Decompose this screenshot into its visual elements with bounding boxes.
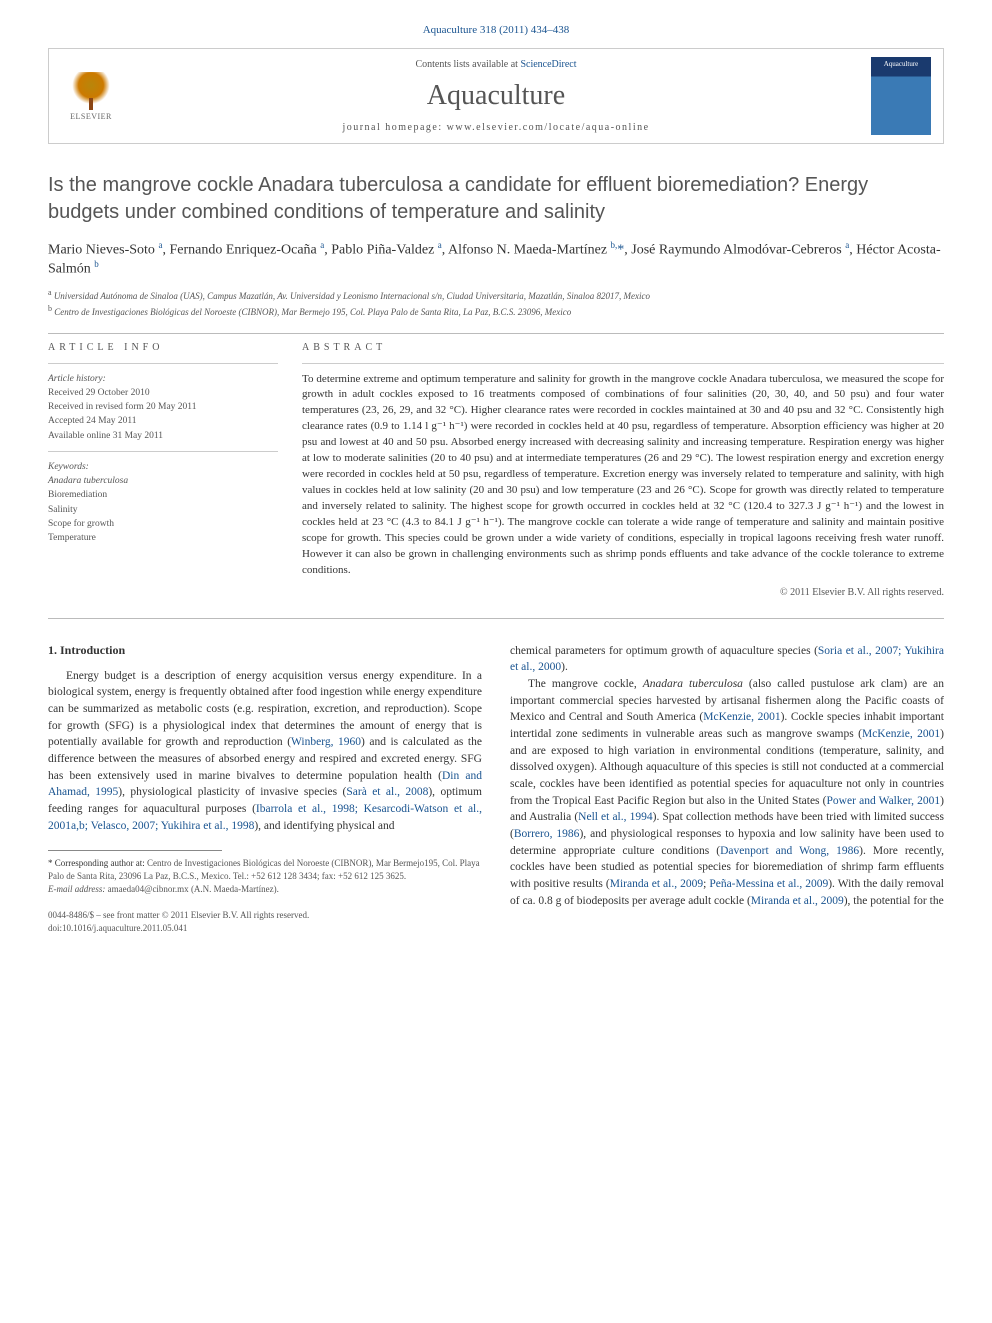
article-title: Is the mangrove cockle Anadara tuberculo… bbox=[48, 172, 944, 226]
keywords-label: Keywords: bbox=[48, 460, 278, 474]
keyword: Scope for growth bbox=[48, 517, 278, 531]
intro-paragraph-2: chemical parameters for optimum growth o… bbox=[510, 643, 944, 910]
footnote-asterisk: * Corresponding author at: bbox=[48, 858, 145, 868]
email-value[interactable]: amaeda04@cibnor.mx bbox=[105, 884, 188, 894]
footer-meta: 0044-8486/$ – see front matter © 2011 El… bbox=[48, 909, 482, 934]
abstract-divider bbox=[302, 363, 944, 364]
info-divider bbox=[48, 451, 278, 452]
divider bbox=[48, 618, 944, 619]
history-online: Available online 31 May 2011 bbox=[48, 429, 278, 443]
abstract-text: To determine extreme and optimum tempera… bbox=[302, 372, 944, 579]
contents-prefix: Contents lists available at bbox=[415, 59, 520, 70]
abstract-label: ABSTRACT bbox=[302, 342, 944, 353]
homepage-prefix: journal homepage: bbox=[342, 122, 446, 133]
keyword: Anadara tuberculosa bbox=[48, 474, 278, 488]
history-received: Received 29 October 2010 bbox=[48, 386, 278, 400]
affiliation-b: b Centro de Investigaciones Biológicas d… bbox=[48, 303, 944, 319]
history-label: Article history: bbox=[48, 372, 278, 386]
journal-reference: Aquaculture 318 (2011) 434–438 bbox=[48, 24, 944, 36]
info-abstract-row: ARTICLE INFO Article history: Received 2… bbox=[48, 342, 944, 598]
keyword: Salinity bbox=[48, 503, 278, 517]
divider bbox=[48, 333, 944, 334]
abstract-copyright: © 2011 Elsevier B.V. All rights reserved… bbox=[302, 587, 944, 598]
body-col-right: chemical parameters for optimum growth o… bbox=[510, 643, 944, 935]
footer-doi: doi:10.1016/j.aquaculture.2011.05.041 bbox=[48, 922, 482, 935]
footnote-rule bbox=[48, 850, 222, 851]
keyword: Temperature bbox=[48, 531, 278, 545]
intro-paragraph-1: Energy budget is a description of energy… bbox=[48, 668, 482, 835]
email-footnote: E-mail address: amaeda04@cibnor.mx (A.N.… bbox=[48, 883, 482, 896]
elsevier-logo: ELSEVIER bbox=[61, 66, 121, 126]
keyword: Bioremediation bbox=[48, 488, 278, 502]
article-info-column: ARTICLE INFO Article history: Received 2… bbox=[48, 342, 278, 598]
authors-list: Mario Nieves-Soto a, Fernando Enriquez-O… bbox=[48, 240, 944, 277]
abstract-column: ABSTRACT To determine extreme and optimu… bbox=[302, 342, 944, 598]
header-center: Contents lists available at ScienceDirec… bbox=[121, 59, 871, 133]
intro-heading: 1. Introduction bbox=[48, 643, 482, 658]
sciencedirect-link[interactable]: ScienceDirect bbox=[520, 59, 576, 70]
contents-line: Contents lists available at ScienceDirec… bbox=[121, 59, 871, 70]
affiliation-a: a Universidad Autónoma de Sinaloa (UAS),… bbox=[48, 287, 944, 303]
body-columns: 1. Introduction Energy budget is a descr… bbox=[48, 643, 944, 935]
journal-header: ELSEVIER Contents lists available at Sci… bbox=[48, 48, 944, 144]
email-label: E-mail address: bbox=[48, 884, 105, 894]
elsevier-label: ELSEVIER bbox=[70, 112, 112, 121]
affiliations: a Universidad Autónoma de Sinaloa (UAS),… bbox=[48, 287, 944, 318]
homepage-url[interactable]: www.elsevier.com/locate/aqua-online bbox=[447, 122, 650, 133]
corresponding-author-footnote: * Corresponding author at: Centro de Inv… bbox=[48, 857, 482, 882]
body-col-left: 1. Introduction Energy budget is a descr… bbox=[48, 643, 482, 935]
journal-homepage: journal homepage: www.elsevier.com/locat… bbox=[121, 122, 871, 133]
article-history: Article history: Received 29 October 201… bbox=[48, 372, 278, 443]
info-divider bbox=[48, 363, 278, 364]
article-info-label: ARTICLE INFO bbox=[48, 342, 278, 353]
journal-name: Aquaculture bbox=[121, 80, 871, 112]
keywords-block: Keywords: Anadara tuberculosa Bioremedia… bbox=[48, 460, 278, 546]
email-suffix: (A.N. Maeda-Martínez). bbox=[189, 884, 279, 894]
elsevier-tree-icon bbox=[72, 72, 110, 110]
history-revised: Received in revised form 20 May 2011 bbox=[48, 400, 278, 414]
footer-line-1: 0044-8486/$ – see front matter © 2011 El… bbox=[48, 909, 482, 922]
journal-cover-thumb: Aquaculture bbox=[871, 57, 931, 135]
history-accepted: Accepted 24 May 2011 bbox=[48, 414, 278, 428]
cover-thumb-label: Aquaculture bbox=[871, 60, 931, 68]
